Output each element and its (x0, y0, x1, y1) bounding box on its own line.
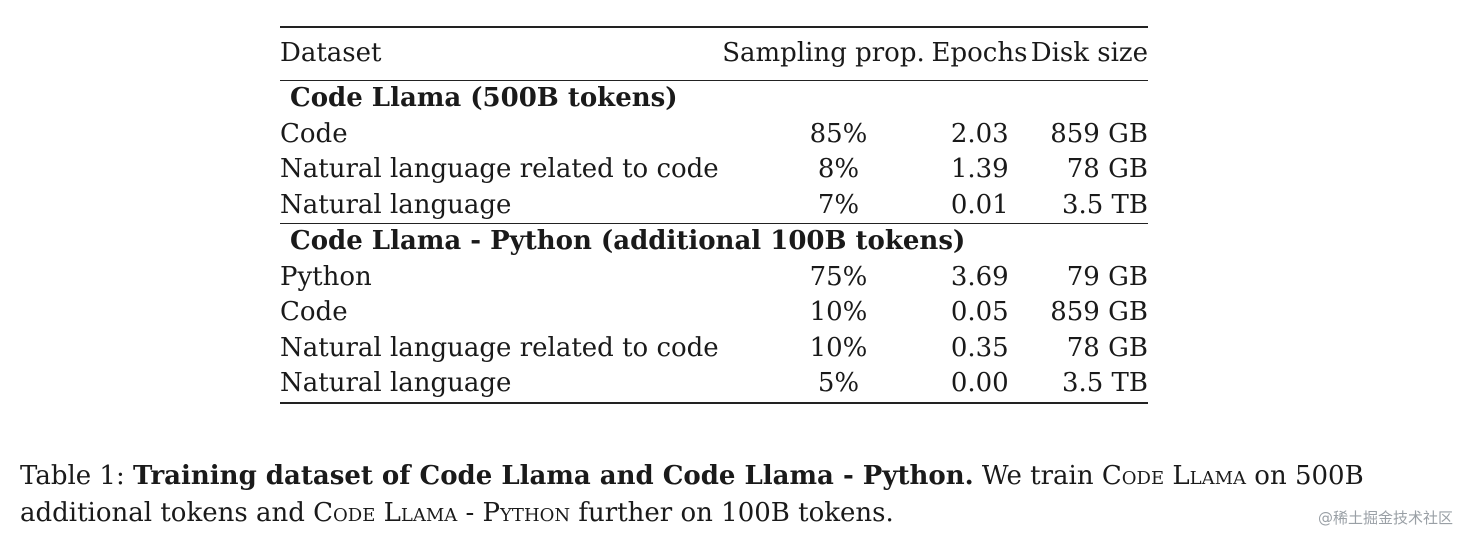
table-row: Code 85% 2.03 859 GB (280, 117, 1148, 153)
header-dataset: Dataset (280, 38, 382, 69)
cell-dataset: Code (280, 118, 348, 149)
group-title: Code Llama - Python (additional 100B tok… (290, 226, 966, 256)
cell-sampling: 85% (809, 118, 868, 149)
cell-disk: 3.5 TB (1061, 189, 1148, 220)
table-row: Natural language 5% 0.00 3.5 TB (280, 366, 1148, 403)
table-caption: Table 1: Training dataset of Code Llama … (20, 458, 1420, 532)
header-epochs: Epochs (931, 38, 1028, 69)
watermark: @稀土掘金技术社区 (1317, 509, 1453, 527)
caption-text: on 500B additional tokens and (20, 461, 1364, 528)
table-row: Code 10% 0.05 859 GB (280, 295, 1148, 331)
table: Dataset Sampling prop. Epochs Disk size … (280, 26, 1148, 404)
cell-disk: 3.5 TB (1061, 368, 1148, 398)
caption-label: Table 1: (20, 461, 134, 491)
cell-epochs: 3.69 (950, 261, 1009, 292)
cell-sampling: 5% (817, 368, 860, 398)
header-sampling-prop: Sampling prop. (722, 38, 925, 69)
cell-epochs: 0.35 (950, 332, 1009, 363)
cell-dataset: Natural language (280, 189, 512, 220)
cell-sampling: 75% (809, 261, 868, 292)
header-disk-size: Disk size (1030, 38, 1148, 69)
table-row: Natural language 7% 0.01 3.5 TB (280, 188, 1148, 224)
cell-sampling: 7% (817, 189, 860, 220)
cell-disk: 78 GB (1066, 154, 1148, 184)
caption-title: Training dataset of Code Llama and Code … (133, 461, 974, 491)
cell-dataset: Natural language related to code (280, 332, 719, 363)
cell-epochs: 0.05 (950, 297, 1009, 327)
table-row: Natural language related to code 10% 0.3… (280, 331, 1148, 367)
cell-epochs: 1.39 (950, 154, 1009, 184)
cell-dataset: Code (280, 297, 348, 327)
cell-disk: 79 GB (1066, 261, 1148, 292)
caption-text: We train (973, 461, 1102, 491)
cell-sampling: 10% (809, 297, 868, 327)
cell-dataset: Natural language (280, 368, 512, 398)
cell-sampling: 8% (817, 154, 860, 184)
cell-epochs: 0.00 (950, 368, 1009, 398)
cell-epochs: 0.01 (950, 189, 1009, 220)
cell-dataset: Python (280, 261, 372, 292)
caption-model-name-python: Code Llama - Python (313, 498, 571, 528)
cell-dataset: Natural language related to code (280, 154, 719, 184)
table-row: Natural language related to code 8% 1.39… (280, 152, 1148, 188)
cell-epochs: 2.03 (950, 118, 1009, 149)
caption-model-name: Code Llama (1101, 461, 1247, 491)
dataset-table: Dataset Sampling prop. Epochs Disk size … (280, 26, 1148, 404)
cell-disk: 859 GB (1050, 297, 1148, 327)
table-row: Python 75% 3.69 79 GB (280, 260, 1148, 296)
cell-disk: 78 GB (1066, 332, 1148, 363)
group-title: Code Llama (500B tokens) (290, 83, 678, 113)
group-header-code-llama: Code Llama (500B tokens) (280, 80, 1148, 117)
cell-disk: 859 GB (1050, 118, 1148, 149)
header-row: Dataset Sampling prop. Epochs Disk size (280, 27, 1148, 81)
group-header-code-llama-python: Code Llama - Python (additional 100B tok… (280, 223, 1148, 260)
caption-text: further on 100B tokens. (570, 498, 894, 528)
cell-sampling: 10% (809, 332, 868, 363)
